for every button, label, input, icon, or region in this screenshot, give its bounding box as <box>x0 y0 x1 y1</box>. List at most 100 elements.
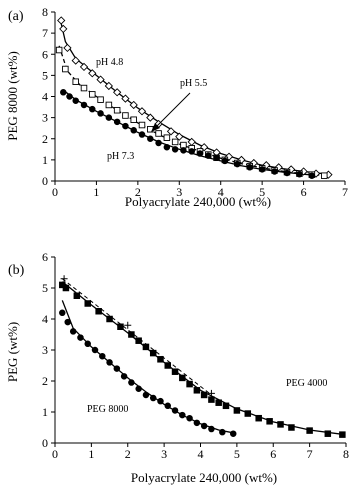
panel-a-series-1-point <box>113 106 121 114</box>
panel-b-y-tick-label: 3 <box>42 343 48 357</box>
panel-b-series-0-point <box>339 431 346 438</box>
panel-a-x-tick-label: 4 <box>218 185 224 199</box>
panel-a-series-2-point <box>213 154 220 162</box>
panel-a-series-0-point <box>79 62 89 72</box>
panel-a-x-tick-label: 2 <box>135 185 141 199</box>
panel-a-annotation-ph48: pH 4.8 <box>96 57 123 68</box>
panel-b-series-0-point <box>142 343 150 351</box>
panel-b-series-2-point <box>84 340 91 348</box>
panel-b-series-0-point <box>222 402 230 410</box>
panel-b-series-0-line <box>61 281 343 435</box>
panel-a-series-1-point <box>180 141 187 149</box>
panel-b-x-tick-label: 1 <box>88 447 94 461</box>
panel-b-series-0-point <box>157 356 164 363</box>
panel-b-series-2-point <box>149 394 157 402</box>
panel-b-series-2-point <box>193 419 201 427</box>
panel-a-x-tick-label: 1 <box>93 185 99 199</box>
panel-a-label: (a) <box>8 9 24 24</box>
panel-b-series-0-point <box>306 427 313 434</box>
panel-b-series-2-point <box>113 365 121 372</box>
panel-a-y-tick-label: 7 <box>42 26 48 40</box>
panel-a-series-2-point <box>66 93 73 100</box>
panel-a-series-2-point <box>205 152 212 159</box>
panel-a-series-2-point <box>258 166 266 173</box>
panel-a-x-tick-label: 6 <box>301 185 307 199</box>
panel-a-series-2-point <box>196 150 204 157</box>
panel-b-series-2-point <box>128 379 135 386</box>
panel-b-series-0-point <box>95 308 102 315</box>
panel-a-annotation-arrow <box>154 92 191 129</box>
panel-a-series-1-point <box>122 112 129 119</box>
panel-a-series-2-point <box>97 110 104 117</box>
panel-a-series-1-point <box>138 121 146 129</box>
panel-b-series-0-point <box>266 418 273 425</box>
panel-a-series-0-point <box>88 69 97 78</box>
panel-a-series-0-point <box>166 127 176 136</box>
panel-a-ylabel: PEG 8000 (wt%) <box>5 51 20 141</box>
panel-a-series-0-point <box>137 107 147 116</box>
panel-b-series-0-point <box>106 315 113 323</box>
panel-b-series-0-point <box>200 391 208 399</box>
panel-a-series-1-point <box>97 96 104 103</box>
panel-a-y-tick-label: 0 <box>42 174 48 188</box>
panel-b-x-tick-label: 3 <box>161 447 167 461</box>
panel-a-series-2-point <box>180 147 187 154</box>
panel-a-series-2-point <box>171 146 179 153</box>
panel-b-series-1-line <box>61 278 212 396</box>
panel-b-y-tick-label: 2 <box>42 374 48 388</box>
panel-b-series-2-point <box>208 425 215 433</box>
panel-a-series-1-point <box>171 138 179 146</box>
panel-a-series-1-point <box>80 84 88 92</box>
panel-b-series-2-point <box>99 352 106 360</box>
panel-b-series-2-point <box>157 397 164 405</box>
panel-a-y-tick-label: 6 <box>42 47 48 61</box>
panel-b-series-1-point <box>207 389 215 397</box>
panel-b-series-2-point <box>77 334 84 341</box>
panel-a-series-2-point <box>271 168 278 175</box>
panel-a-series-0-point <box>121 94 130 103</box>
panel-b-series-2-point <box>186 414 193 422</box>
panel-b-series-0-point <box>73 292 81 300</box>
panel-a-series-0-point <box>63 43 72 53</box>
panel-a-annotation-arrowhead <box>151 123 160 132</box>
panel-b-series-2-point <box>164 402 172 410</box>
panel-a-x-tick-label: 0 <box>52 185 58 199</box>
panel-a-series-2-point <box>130 127 137 134</box>
panel-a-series-2-point <box>234 160 241 168</box>
panel-a-series-1-point <box>55 46 63 54</box>
panel-b-ylabel: PEG (wt%) <box>5 322 20 382</box>
panel-a-series-0-point <box>59 24 68 34</box>
panel-a-y-tick-label: 8 <box>42 5 48 19</box>
panel-b-y-tick-label: 5 <box>42 281 48 295</box>
panel-a-series-2-point <box>246 164 253 171</box>
panel-a-series-2-point <box>308 172 316 179</box>
panel-a-series-2-point <box>188 148 195 155</box>
panel-a-series-1-point <box>130 116 137 123</box>
panel-b-annotation-peg8000: PEG 8000 <box>87 404 128 415</box>
panel-a-series-2-point <box>221 157 229 165</box>
panel-b-y-tick-label: 4 <box>42 312 48 326</box>
panel-b-series-2-point <box>59 309 66 317</box>
panel-b-label: (b) <box>8 263 25 278</box>
panel-a-series-0-point <box>57 16 66 25</box>
panel-a-annotation-ph73: pH 7.3 <box>107 151 134 162</box>
panel-b-x-tick-label: 2 <box>125 447 131 461</box>
panel-b-x-tick-label: 4 <box>198 447 204 461</box>
panel-b-xlabel: Polyacrylate 240,000 (wt%) <box>131 470 277 485</box>
panel-a-series-2-point <box>80 101 88 109</box>
panel-a-series-1-point <box>72 78 79 85</box>
panel-a-y-tick-label: 4 <box>42 90 48 104</box>
panel-a-series-1-point <box>62 65 69 73</box>
panel-b-series-0-point <box>244 410 252 417</box>
panel-a-y-tick-label: 5 <box>42 68 48 82</box>
panel-a-y-tick-label: 2 <box>42 132 48 146</box>
panel-b-series-2-point <box>135 385 142 393</box>
panel-a: (a) PEG 8000 (wt%) Polyacrylate 240,000 … <box>5 5 348 209</box>
panel-a-series-1-point <box>105 101 113 109</box>
panel-b-series-0-point <box>179 374 186 382</box>
panel-b-x-tick-label: 0 <box>52 447 58 461</box>
panel-a-annotation-ph55: pH 5.5 <box>180 78 207 89</box>
panel-b-series-0-point <box>128 331 135 338</box>
panel-a-series-2-point <box>113 118 121 126</box>
